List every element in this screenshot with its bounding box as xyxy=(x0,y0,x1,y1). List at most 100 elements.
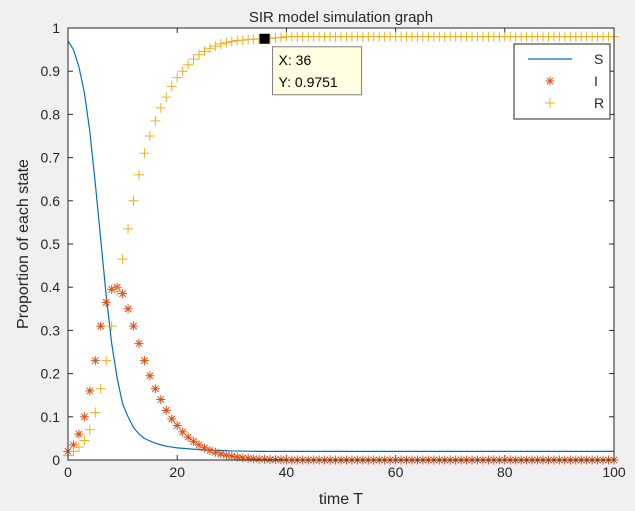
x-tick-label: 100 xyxy=(602,464,626,480)
data-point-r xyxy=(101,355,112,366)
data-point-r xyxy=(210,41,221,52)
data-point-r xyxy=(177,66,188,77)
x-tick-label: 40 xyxy=(279,464,295,480)
y-tick-label: 0.7 xyxy=(41,150,61,166)
data-point-r xyxy=(150,115,161,126)
data-point-i xyxy=(79,412,89,422)
datatip-y-text: Y: 0.9751 xyxy=(279,74,338,90)
data-point-i xyxy=(150,384,160,394)
series-line-s xyxy=(67,40,614,452)
data-point-r xyxy=(144,131,155,141)
data-point-r xyxy=(106,321,117,332)
data-point-r xyxy=(221,37,232,48)
data-point-i xyxy=(227,451,237,461)
data-point-i xyxy=(85,386,95,396)
series-s xyxy=(67,40,614,452)
data-point-r xyxy=(166,81,177,92)
data-point-r xyxy=(155,102,166,113)
data-point-i xyxy=(90,356,100,366)
legend-swatch-i xyxy=(545,76,555,86)
data-point-i xyxy=(178,427,188,437)
data-point-r xyxy=(68,446,79,457)
data-point-i xyxy=(74,429,84,439)
data-point-r xyxy=(204,43,215,54)
data-point-r xyxy=(112,286,123,297)
data-point-i xyxy=(101,297,111,307)
y-axis-label: Proportion of each state xyxy=(15,159,32,329)
y-tick-label: 0.5 xyxy=(41,236,61,252)
data-point-r xyxy=(172,72,183,83)
data-point-i xyxy=(134,338,144,348)
y-tick-label: 0.9 xyxy=(41,63,61,79)
data-point-i xyxy=(254,454,264,464)
y-tick-label: 0.8 xyxy=(41,106,61,122)
datatip[interactable]: X: 36 Y: 0.9751 xyxy=(259,33,363,96)
data-point-i xyxy=(167,414,177,424)
data-point-i xyxy=(210,447,220,457)
data-point-i xyxy=(238,453,248,463)
data-point-r xyxy=(84,424,95,435)
data-point-r xyxy=(275,32,286,43)
data-point-r xyxy=(128,195,139,206)
legend-label-r: R xyxy=(594,95,604,111)
x-tick-label: 60 xyxy=(388,464,404,480)
axis-ticks: 0 20 40 60 80 100 0 0.1 0.2 0.3 0.4 0.5 0.6 0.7 0.8 0.9… xyxy=(41,20,626,480)
data-point-i xyxy=(139,356,149,366)
data-point-r xyxy=(188,54,199,65)
data-point-i xyxy=(249,454,259,464)
x-tick-label: 80 xyxy=(497,464,513,480)
x-axis-label: time T xyxy=(319,491,363,508)
data-point-r xyxy=(199,46,210,57)
y-tick-label: 0.6 xyxy=(41,193,61,209)
data-point-i xyxy=(156,395,166,405)
data-point-i xyxy=(129,321,139,331)
chart-title: SIR model simulation graph xyxy=(249,9,433,26)
legend-box xyxy=(513,43,611,120)
data-point-r xyxy=(161,92,172,103)
data-point-i xyxy=(161,405,171,415)
y-tick-label: 0.4 xyxy=(41,279,61,295)
data-point-r xyxy=(183,59,194,70)
data-point-r xyxy=(226,36,237,47)
data-point-i xyxy=(172,420,182,430)
data-point-i xyxy=(107,284,117,294)
y-tick-label: 1 xyxy=(52,20,60,36)
data-point-i xyxy=(216,449,226,459)
data-point-r xyxy=(215,38,226,49)
plot-frame xyxy=(67,27,615,461)
datatip-box xyxy=(272,46,363,96)
y-tick-label: 0.3 xyxy=(41,322,61,338)
data-point-i xyxy=(232,452,242,462)
data-point-r xyxy=(139,148,150,159)
data-point-i xyxy=(200,443,209,453)
legend-label-i: I xyxy=(594,73,598,89)
datatip-marker[interactable] xyxy=(259,33,270,44)
data-point-r xyxy=(95,383,106,394)
data-point-i xyxy=(194,440,204,450)
data-point-i xyxy=(118,289,128,299)
x-tick-label: 0 xyxy=(64,464,72,480)
data-point-r xyxy=(194,49,205,60)
data-point-r xyxy=(90,407,101,418)
data-point-i xyxy=(183,432,193,442)
data-point-i xyxy=(123,304,133,314)
data-point-r xyxy=(73,442,84,453)
x-tick-label: 20 xyxy=(169,464,185,480)
legend-label-s: S xyxy=(594,51,603,67)
legend-swatch-r xyxy=(545,98,555,108)
series-r xyxy=(63,31,619,461)
data-point-r xyxy=(123,223,134,234)
data-point-r xyxy=(133,169,144,180)
y-tick-label: 0.1 xyxy=(41,409,61,425)
y-tick-label: 0 xyxy=(52,452,60,468)
data-point-r xyxy=(79,435,90,446)
data-point-i xyxy=(96,321,106,331)
legend: SIR xyxy=(513,43,611,120)
data-point-i xyxy=(205,445,215,455)
y-tick-label: 0.2 xyxy=(41,366,61,382)
data-point-i xyxy=(145,371,155,381)
data-point-i xyxy=(68,440,78,450)
data-point-i xyxy=(221,450,231,460)
datatip-x-text: X: 36 xyxy=(279,52,312,68)
